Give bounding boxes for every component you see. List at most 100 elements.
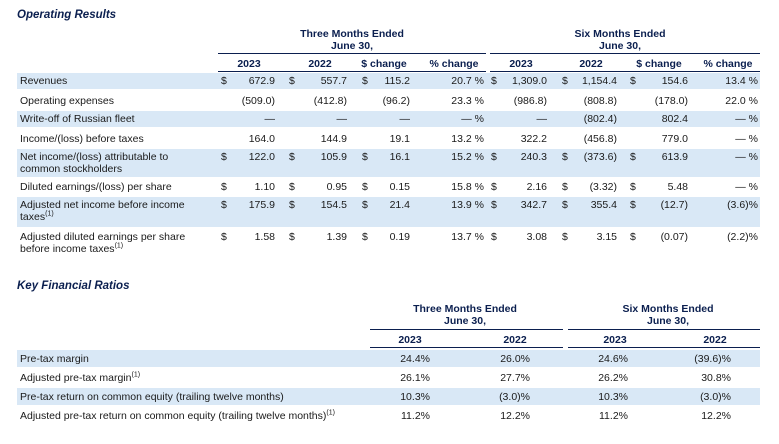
row-label-line2: common stockholders (20, 163, 123, 175)
cell-2: 115.2 (384, 75, 411, 87)
dollar-sign: $ (630, 231, 636, 243)
cell-3: 15.8 % (451, 181, 484, 193)
ratio-row: Pre-tax return on common equity (trailin… (17, 388, 760, 405)
ratio-row: Adjusted pre-tax return on common equity… (17, 407, 760, 424)
footnote-marker: (1) (131, 371, 141, 379)
ratios-col-header-3: 2022 (703, 334, 727, 346)
cell-4: (986.8) (513, 95, 547, 107)
ratios-three-months-line1: Three Months Ended (413, 303, 517, 315)
dollar-sign: $ (630, 75, 636, 87)
cell-5: (456.8) (583, 133, 617, 145)
cell-4: 240.3 (520, 151, 547, 163)
cell-0: 1.10 (254, 181, 275, 193)
operating-col-header-0: 2023 (237, 58, 261, 70)
operating-row: Net income/(loss) attributable to common … (17, 149, 760, 177)
dollar-sign: $ (289, 151, 295, 163)
row-label: Adjusted pre-tax return on common equity… (20, 409, 335, 423)
ratios-three-months-header: Three Months Ended June 30, (375, 303, 555, 327)
cell-4: — (536, 113, 548, 125)
row-label: Adjusted net income before income taxes(1… (20, 199, 185, 223)
dollar-sign: $ (362, 199, 368, 211)
ratio-row: Pre-tax margin 24.4% 26.0% 24.6% (39.6)% (17, 350, 760, 367)
dollar-sign: $ (221, 231, 227, 243)
cell-0: 164.0 (248, 133, 275, 145)
cell-1: 26.0% (500, 353, 530, 365)
dollar-sign: $ (491, 181, 497, 193)
cell-3: 12.2% (701, 410, 731, 422)
dollar-sign: $ (362, 151, 368, 163)
cell-7: (2.2)% (727, 231, 758, 243)
cell-2: 0.19 (389, 231, 410, 243)
cell-2: 0.15 (389, 181, 410, 193)
cell-2: 10.3% (598, 391, 628, 403)
dollar-sign: $ (491, 199, 497, 211)
row-label-line1: Write-off of Russian fleet (20, 113, 135, 125)
cell-7: — % (735, 133, 758, 145)
cell-7: — % (735, 181, 758, 193)
cell-0: 26.1% (400, 372, 430, 384)
operating-row: Revenues $ $ $ $ $ $672.9 557.7 115.2 20.7 % 1,309… (17, 73, 760, 89)
cell-2: 21.4 (389, 199, 410, 211)
cell-0: 24.4% (400, 353, 430, 365)
row-label-line1: Revenues (20, 75, 68, 87)
row-label-line1: Net income/(loss) attributable to (20, 151, 169, 163)
row-label: Pre-tax return on common equity (trailin… (20, 391, 284, 403)
operating-col-header-1: 2022 (308, 58, 332, 70)
six-months-rule (490, 53, 760, 54)
ratios-col-header-1: 2022 (503, 334, 527, 346)
cell-0: 672.9 (248, 75, 275, 87)
cell-6: 613.9 (661, 151, 688, 163)
cell-5: 3.15 (596, 231, 617, 243)
cell-1: 12.2% (500, 410, 530, 422)
operating-col-header-4: 2023 (509, 58, 533, 70)
row-label: Net income/(loss) attributable to common … (20, 151, 168, 175)
row-label: Income/(loss) before taxes (20, 133, 144, 145)
cell-3: 13.7 % (451, 231, 484, 243)
cell-5: 1,154.4 (581, 75, 617, 87)
row-label-line1: Operating expenses (20, 95, 114, 107)
cell-2: 11.2% (599, 410, 628, 422)
operating-col-header-5: 2022 (579, 58, 603, 70)
operating-row: Income/(loss) before taxes 164.0 144.9 19.1… (17, 130, 760, 148)
cell-6: (12.7) (660, 199, 688, 211)
operating-row: Adjusted diluted earnings per share befor… (17, 229, 760, 261)
ratios-six-months-rule (568, 329, 760, 330)
cell-1: 0.95 (326, 181, 347, 193)
six-months-year-rule (490, 71, 760, 72)
cell-0: — (264, 113, 276, 125)
footnote-marker: (1) (45, 210, 54, 218)
dollar-sign: $ (289, 181, 295, 193)
cell-2: 26.2% (598, 372, 628, 384)
cell-4: 1,309.0 (511, 75, 547, 87)
operating-row: Write-off of Russian fleet — — — — % — (802.4)… (17, 111, 760, 127)
cell-0: 122.0 (248, 151, 275, 163)
cell-0: 175.9 (248, 199, 275, 211)
operating-col-header-6: $ change (636, 58, 682, 70)
ratios-six-months-line2: June 30, (646, 315, 690, 327)
row-label: Adjusted pre-tax margin(1) (20, 371, 141, 385)
row-label: Operating expenses (20, 95, 114, 107)
dollar-sign: $ (491, 151, 497, 163)
cell-3: — % (461, 113, 484, 125)
operating-row: Operating expenses (509.0) (412.8) (96.2) 23… (17, 93, 760, 109)
row-label: Pre-tax margin (20, 353, 89, 365)
cell-7: — % (735, 151, 758, 163)
footnote-marker: (1) (114, 242, 124, 250)
cell-5: (373.6) (583, 151, 617, 163)
cell-1: 105.9 (320, 151, 347, 163)
cell-6: 154.6 (661, 75, 688, 87)
cell-6: (178.0) (654, 95, 688, 107)
cell-7: (3.6)% (727, 199, 758, 211)
cell-2: (96.2) (382, 95, 410, 107)
cell-3: 13.2 % (451, 133, 484, 145)
dollar-sign: $ (221, 151, 227, 163)
cell-0: 10.3% (400, 391, 430, 403)
cell-5: (3.32) (589, 181, 617, 193)
cell-7: 22.0 % (725, 95, 758, 107)
cell-2: 19.1 (389, 133, 410, 145)
dollar-sign: $ (362, 181, 368, 193)
cell-7: — % (735, 113, 758, 125)
three-months-rule (218, 53, 486, 54)
row-label-line1: Adjusted diluted earnings per share (20, 231, 186, 243)
dollar-sign: $ (562, 199, 568, 211)
